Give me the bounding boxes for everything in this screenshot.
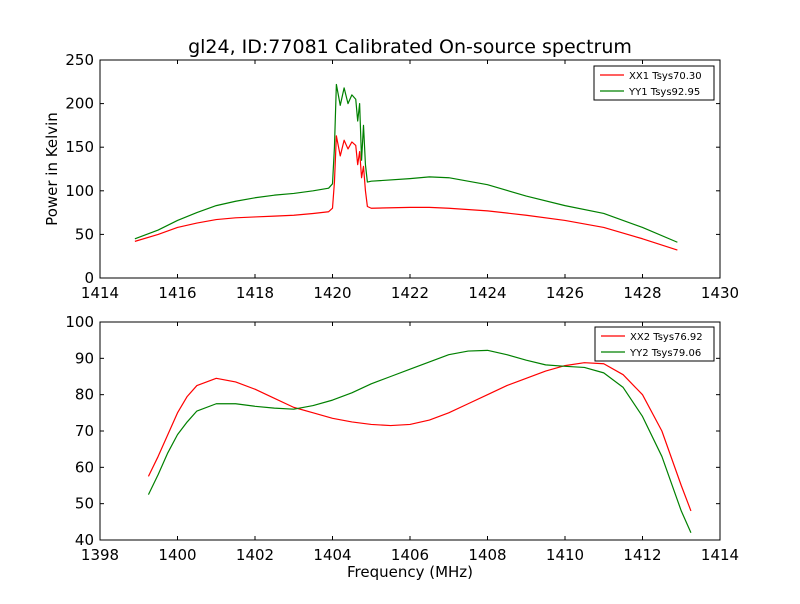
x-tick-label: 1408 xyxy=(468,546,506,564)
y-tick-label: 70 xyxy=(75,422,94,440)
x-tick-label: 1414 xyxy=(81,284,119,302)
x-tick-label: 1422 xyxy=(391,284,429,302)
y-tick-label: 90 xyxy=(75,349,94,367)
x-tick-label: 1416 xyxy=(158,284,196,302)
legend-entry-label: YY2 Tsys79.06 xyxy=(629,348,701,359)
y-axis-label: Power in Kelvin xyxy=(43,112,61,226)
x-tick-label: 1428 xyxy=(623,284,661,302)
x-tick-label: 1420 xyxy=(313,284,351,302)
legend-box xyxy=(593,65,715,101)
x-tick-label: 1418 xyxy=(236,284,274,302)
lower-panel: 1398 1400 1402 1404 1406 1408 1410 1412 1414 40 50… xyxy=(65,313,739,581)
legend-entry-label: XX2 Tsys76.92 xyxy=(630,332,703,343)
y-tick-label: 200 xyxy=(65,95,94,113)
series-line-yy xyxy=(147,349,692,533)
x-tick-label: 1412 xyxy=(623,546,661,564)
legend: XX1 Tsys70.30 YY1 Tsys92.95 xyxy=(593,65,715,101)
x-tick-label: 1426 xyxy=(546,284,584,302)
x-tick-label: 1414 xyxy=(701,546,739,564)
y-tick-label: 0 xyxy=(84,269,94,287)
y-tick-label: 50 xyxy=(75,495,94,513)
x-tick-label: 1400 xyxy=(158,546,196,564)
y-tick-label: 40 xyxy=(75,531,94,549)
x-tick-label: 1404 xyxy=(313,546,351,564)
x-tick-label: 1424 xyxy=(468,284,506,302)
legend-entry-label: YY1 Tsys92.95 xyxy=(628,87,700,98)
y-tick-label: 100 xyxy=(65,313,94,331)
y-tick-label: 150 xyxy=(65,138,94,156)
y-tick-label: 50 xyxy=(75,225,94,243)
upper-panel: 1414 1416 1418 1420 1422 1424 1426 1428 1430 0 50 1… xyxy=(43,51,739,302)
x-tick-label: 1406 xyxy=(391,546,429,564)
y-tick-label: 80 xyxy=(75,386,94,404)
x-tick-label: 1430 xyxy=(701,284,739,302)
y-tick-label: 60 xyxy=(75,458,94,476)
legend-entry-label: XX1 Tsys70.30 xyxy=(629,71,702,82)
x-tick-label: 1398 xyxy=(81,546,119,564)
series-line-xx xyxy=(134,135,678,251)
x-tick-label: 1402 xyxy=(236,546,274,564)
series-line-xx xyxy=(147,362,692,512)
x-tick-label: 1410 xyxy=(546,546,584,564)
chart-title: gl24, ID:77081 Calibrated On-source spec… xyxy=(188,36,632,58)
y-tick-label: 100 xyxy=(65,182,94,200)
series-line-yy xyxy=(134,83,678,243)
y-tick-label: 250 xyxy=(65,51,94,69)
x-axis-label: Frequency (MHz) xyxy=(347,563,473,581)
legend-box xyxy=(594,326,715,362)
legend: XX2 Tsys76.92 YY2 Tsys79.06 xyxy=(594,326,715,362)
